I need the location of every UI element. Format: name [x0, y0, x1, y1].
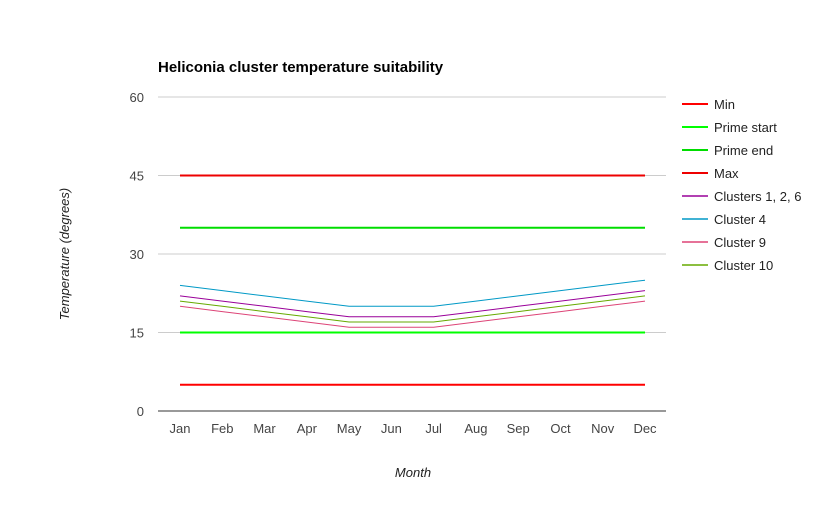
x-tick-label: Sep	[507, 421, 530, 436]
x-tick-label: Dec	[633, 421, 657, 436]
x-tick-label: Jul	[425, 421, 442, 436]
legend-label: Prime end	[714, 143, 773, 158]
x-tick-label: Mar	[253, 421, 276, 436]
x-tick-label: Oct	[550, 421, 571, 436]
x-tick-label: Feb	[211, 421, 233, 436]
legend-label: Prime start	[714, 120, 777, 135]
legend-label: Max	[714, 166, 739, 181]
x-tick-label: Aug	[464, 421, 487, 436]
series-line-5	[179, 279, 646, 307]
x-axis-title: Month	[395, 465, 431, 480]
series-lines	[179, 174, 646, 386]
legend-label: Cluster 10	[714, 258, 773, 273]
x-tick-label: Jan	[170, 421, 191, 436]
series-line-7	[179, 295, 646, 323]
legend: Min Prime start Prime end Max Clusters 1, 2,…	[682, 97, 801, 273]
x-tick-label: May	[337, 421, 362, 436]
legend-label: Cluster 4	[714, 212, 766, 227]
legend-label: Min	[714, 97, 735, 112]
legend-label: Cluster 9	[714, 235, 766, 250]
y-tick-label: 45	[130, 169, 144, 184]
chart-title: Heliconia cluster temperature suitabilit…	[158, 59, 444, 76]
y-tick-label: 30	[130, 247, 144, 262]
y-tick-label: 15	[130, 326, 144, 341]
x-axis-ticks: Jan Feb Mar Apr May Jun Jul Aug Sep Oct Nov Dec	[170, 421, 658, 436]
y-axis-ticks: 0 15 30 45 60	[130, 90, 144, 419]
y-tick-label: 0	[137, 404, 144, 419]
series-line-6	[179, 300, 646, 328]
x-tick-label: Apr	[297, 421, 318, 436]
x-tick-label: Jun	[381, 421, 402, 436]
y-tick-label: 60	[130, 90, 144, 105]
series-line-4	[179, 290, 646, 318]
legend-label: Clusters 1, 2, 6	[714, 189, 801, 204]
y-axis-title: Temperature (degrees)	[57, 188, 72, 320]
x-tick-label: Nov	[591, 421, 615, 436]
